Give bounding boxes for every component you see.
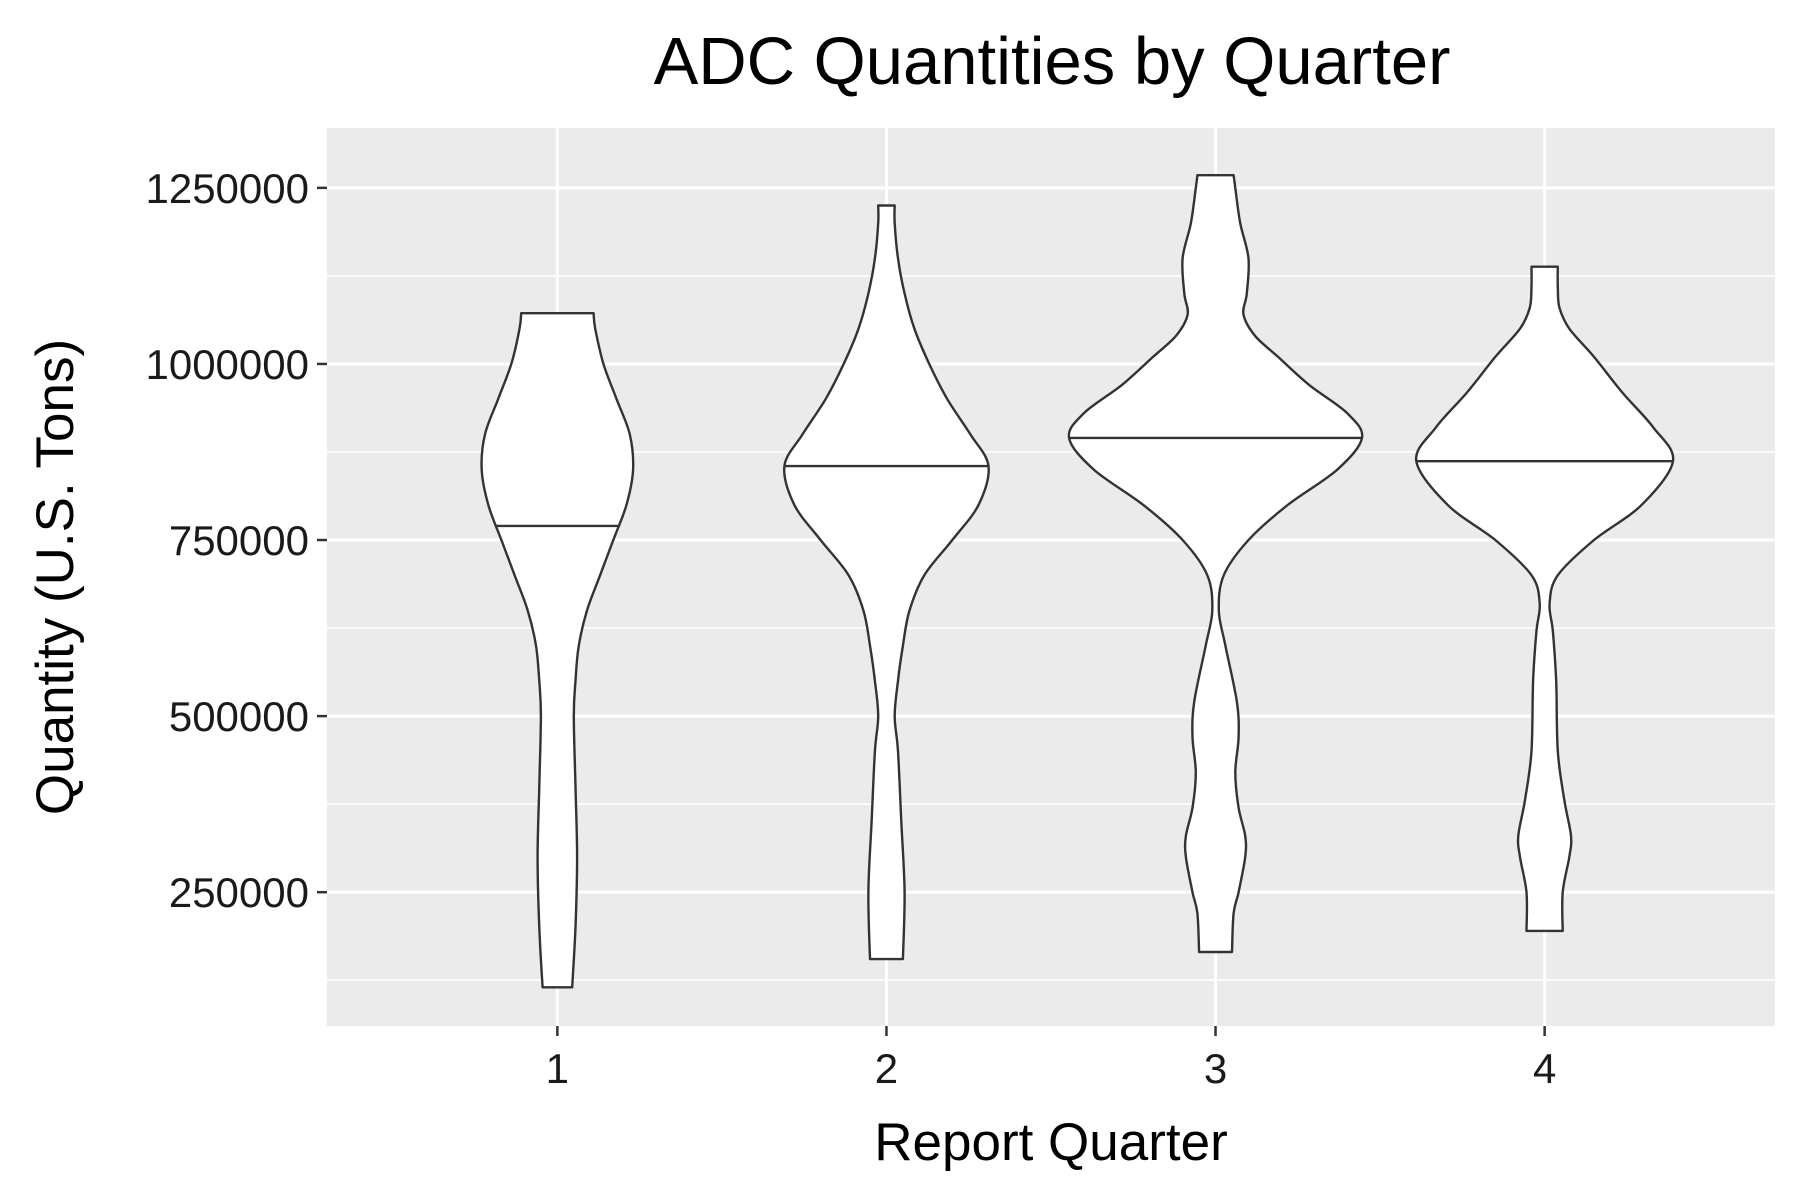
y-tick-label-1000000: 1000000 xyxy=(145,341,309,388)
x-tick-label-2: 2 xyxy=(875,1045,898,1092)
violins xyxy=(480,174,1675,989)
y-tick-label-750000: 750000 xyxy=(169,517,309,564)
chart-title: ADC Quantities by Quarter xyxy=(654,24,1451,99)
y-axis-title: Quantity (U.S. Tons) xyxy=(26,339,85,815)
violin-quarter-4 xyxy=(1415,265,1675,933)
x-tick-label-1: 1 xyxy=(546,1045,569,1092)
y-tick-label-500000: 500000 xyxy=(169,693,309,740)
violin-quarter-2 xyxy=(783,204,990,961)
violin-quarter-3 xyxy=(1067,174,1364,954)
y-axis: 250000 500000 750000 1000000 1250000 xyxy=(145,165,327,916)
x-axis: 1 2 3 4 xyxy=(546,1026,1556,1092)
x-tick-label-4: 4 xyxy=(1533,1045,1556,1092)
violin-quarter-1 xyxy=(480,312,635,989)
y-tick-label-250000: 250000 xyxy=(169,869,309,916)
x-axis-title: Report Quarter xyxy=(874,1113,1227,1172)
y-tick-label-1250000: 1250000 xyxy=(145,165,309,212)
x-tick-label-3: 3 xyxy=(1204,1045,1227,1092)
